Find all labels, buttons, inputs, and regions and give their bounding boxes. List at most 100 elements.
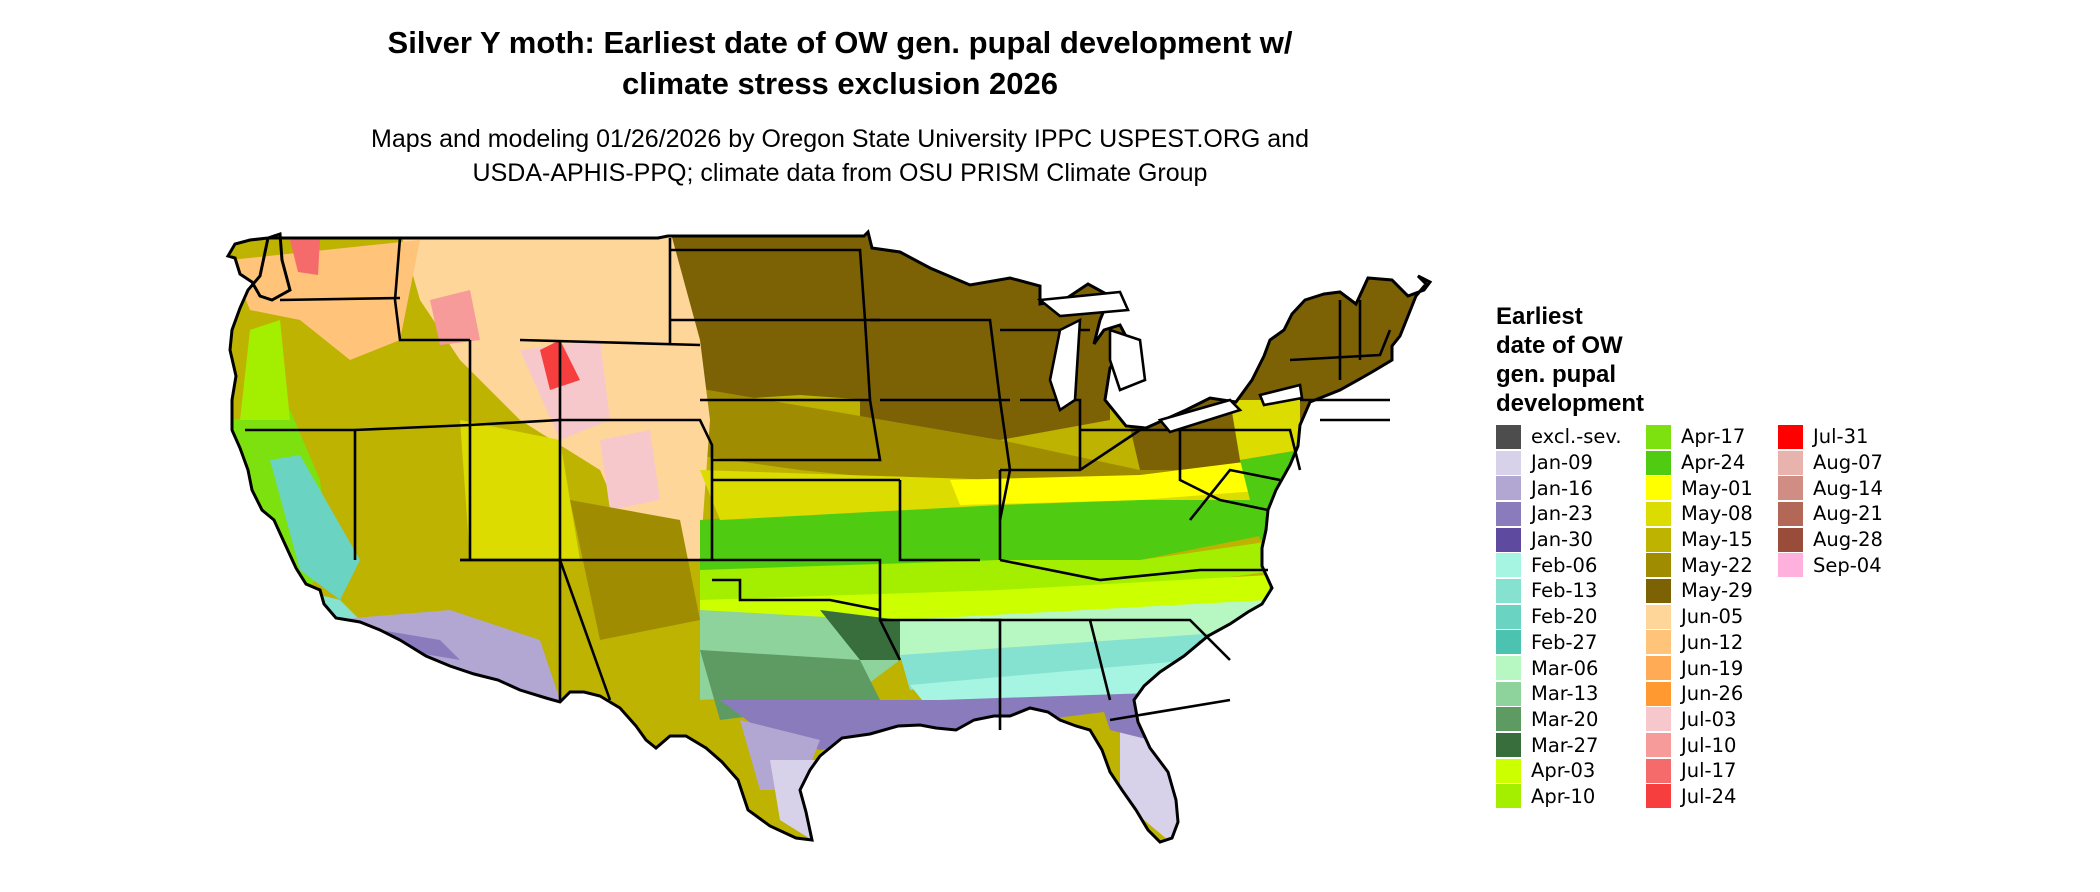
legend-swatch — [1646, 553, 1671, 578]
legend-swatch — [1496, 527, 1521, 552]
map-subtitle-line-1: Maps and modeling 01/26/2026 by Oregon S… — [371, 125, 1309, 153]
legend-label: Jun-26 — [1681, 682, 1744, 706]
legend-label: Apr-10 — [1531, 784, 1596, 808]
legend-swatch — [1646, 424, 1671, 449]
legend-swatch — [1646, 681, 1671, 706]
legend-item: Jul-10 — [1646, 732, 1753, 758]
legend-swatch — [1646, 501, 1671, 526]
legend-label: Apr-24 — [1681, 451, 1746, 475]
legend-item: Aug-21 — [1778, 501, 1883, 527]
legend-item: Apr-24 — [1646, 450, 1753, 476]
map-subtitle: Maps and modeling 01/26/2026 by Oregon S… — [290, 122, 1390, 190]
legend-swatch — [1496, 784, 1521, 809]
legend-label: Jun-12 — [1681, 630, 1744, 654]
legend-swatch — [1496, 604, 1521, 629]
legend-swatch — [1496, 758, 1521, 783]
legend-label: Feb-06 — [1531, 553, 1598, 577]
legend-label: Mar-13 — [1531, 682, 1599, 706]
map-title: Silver Y moth: Earliest date of OW gen. … — [290, 22, 1390, 104]
legend-swatch — [1496, 578, 1521, 603]
legend-item: Jun-12 — [1646, 630, 1753, 656]
legend-item: Jun-26 — [1646, 681, 1753, 707]
legend-swatch — [1646, 604, 1671, 629]
legend-title: Earliest date of OW gen. pupal developme… — [1496, 302, 1696, 418]
legend-swatch — [1646, 656, 1671, 681]
legend-item: Apr-10 — [1496, 784, 1622, 810]
legend-label: Jan-30 — [1531, 528, 1593, 552]
legend-item: Mar-13 — [1496, 681, 1622, 707]
legend-label: Mar-06 — [1531, 656, 1599, 680]
map-subtitle-line-2: USDA-APHIS-PPQ; climate data from OSU PR… — [472, 159, 1208, 187]
legend-swatch — [1646, 630, 1671, 655]
legend-item: Jul-24 — [1646, 784, 1753, 810]
legend-title-line: date of OW — [1496, 332, 1623, 359]
legend-label: Jul-24 — [1681, 784, 1737, 808]
legend-label: Feb-13 — [1531, 579, 1598, 603]
legend-item: Feb-13 — [1496, 578, 1622, 604]
legend-label: Jan-09 — [1531, 451, 1593, 475]
legend-item: Jan-30 — [1496, 527, 1622, 553]
legend-label: May-01 — [1681, 476, 1753, 500]
legend-swatch — [1496, 630, 1521, 655]
legend-item: Aug-07 — [1778, 450, 1883, 476]
legend-swatch — [1496, 707, 1521, 732]
legend-item: Jul-17 — [1646, 758, 1753, 784]
legend-label: Jan-23 — [1531, 502, 1593, 526]
legend-label: Aug-21 — [1813, 502, 1883, 526]
legend-swatch — [1646, 707, 1671, 732]
legend-swatch — [1778, 553, 1803, 578]
legend-item: Apr-03 — [1496, 758, 1622, 784]
legend-swatch — [1496, 501, 1521, 526]
legend-item: excl.-sev. — [1496, 424, 1622, 450]
legend-label: Mar-27 — [1531, 733, 1599, 757]
great-lakes — [1036, 290, 1304, 434]
legend-swatch — [1778, 527, 1803, 552]
map-title-line-1: Silver Y moth: Earliest date of OW gen. … — [387, 25, 1293, 60]
legend-item: Mar-27 — [1496, 732, 1622, 758]
legend-swatch — [1646, 527, 1671, 552]
state-boundaries — [245, 237, 1392, 730]
legend-item: Jan-16 — [1496, 475, 1622, 501]
legend-item: Jan-23 — [1496, 501, 1622, 527]
legend-item: Feb-20 — [1496, 604, 1622, 630]
legend-column-1: excl.-sev. Jan-09 Jan-16 Jan-23 Jan-30 Feb-06… — [1496, 424, 1622, 809]
legend-label: Jun-05 — [1681, 605, 1744, 629]
legend-label: Feb-27 — [1531, 630, 1598, 654]
legend-swatch — [1778, 424, 1803, 449]
legend-title-line: gen. pupal — [1496, 361, 1616, 388]
legend-item: Jun-05 — [1646, 604, 1753, 630]
legend-item: Jun-19 — [1646, 655, 1753, 681]
legend-swatch — [1496, 476, 1521, 501]
legend-swatch — [1646, 578, 1671, 603]
legend-label: May-29 — [1681, 579, 1753, 603]
legend-item: Sep-04 — [1778, 552, 1883, 578]
legend-label: Feb-20 — [1531, 605, 1598, 629]
legend-swatch — [1646, 450, 1671, 475]
legend-item: Mar-06 — [1496, 655, 1622, 681]
legend-label: May-15 — [1681, 528, 1753, 552]
legend-item: May-08 — [1646, 501, 1753, 527]
legend-swatch — [1646, 476, 1671, 501]
legend-item: Jan-09 — [1496, 450, 1622, 476]
legend-swatch — [1646, 733, 1671, 758]
legend-column-3: Jul-31 Aug-07 Aug-14 Aug-21 Aug-28 Sep-04 — [1778, 424, 1883, 578]
legend-label: Mar-20 — [1531, 707, 1599, 731]
legend-label: Aug-14 — [1813, 476, 1883, 500]
legend-item: May-22 — [1646, 552, 1753, 578]
legend-label: Jul-03 — [1681, 707, 1737, 731]
legend-item: Mar-20 — [1496, 707, 1622, 733]
legend-label: Jul-31 — [1813, 425, 1869, 449]
map-title-line-2: climate stress exclusion 2026 — [622, 66, 1058, 101]
legend-label: excl.-sev. — [1531, 425, 1622, 449]
legend-item: Apr-17 — [1646, 424, 1753, 450]
legend-item: Aug-28 — [1778, 527, 1883, 553]
legend-swatch — [1496, 733, 1521, 758]
legend-swatch — [1496, 424, 1521, 449]
legend-label: Apr-17 — [1681, 425, 1746, 449]
legend-item: May-15 — [1646, 527, 1753, 553]
legend-item: Jul-31 — [1778, 424, 1883, 450]
legend-title-line: development — [1496, 390, 1645, 417]
legend-swatch — [1778, 450, 1803, 475]
legend-swatch — [1778, 501, 1803, 526]
